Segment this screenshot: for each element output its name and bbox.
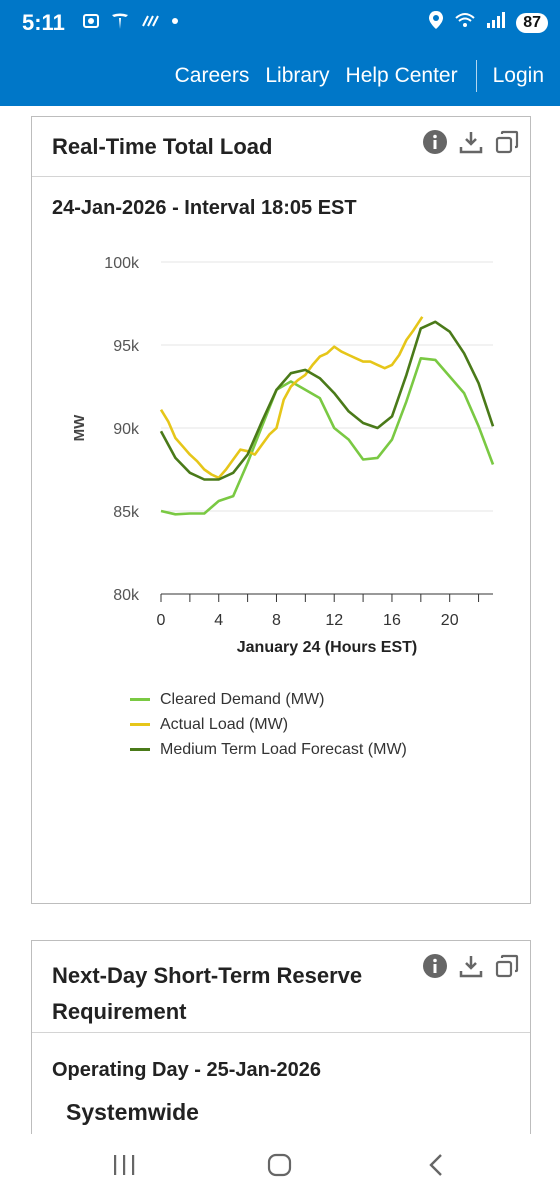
tesla-icon [110, 12, 130, 35]
legend-item-cleared-demand[interactable]: Cleared Demand (MW) [130, 687, 407, 712]
interval-subtitle: 24-Jan-2026 - Interval 18:05 EST [52, 197, 357, 219]
real-time-load-card: Real-Time Total Load 24-Jan-2026 - Inter… [31, 116, 531, 904]
x-axis-title: January 24 (Hours EST) [237, 639, 418, 656]
android-nav-bar [0, 1134, 560, 1200]
x-tick-label: 4 [214, 612, 223, 629]
signal-icon [486, 11, 506, 34]
series-line-1 [160, 357, 495, 516]
series-line-3 [159, 320, 495, 481]
legend-item-forecast[interactable]: Medium Term Load Forecast (MW) [130, 737, 407, 762]
top-navbar: Careers Library Help Center Login [0, 42, 560, 106]
nav-link-library[interactable]: Library [265, 64, 330, 87]
recent-apps-button[interactable] [112, 1152, 136, 1178]
popout-icon[interactable] [494, 953, 520, 979]
legend-swatch [130, 748, 150, 751]
x-tick-label: 0 [157, 612, 166, 629]
card-header: Next-Day Short-Term Reserve Requirement [32, 941, 530, 1033]
legend-label: Cleared Demand (MW) [160, 690, 325, 708]
section-heading: Systemwide [66, 1099, 199, 1125]
y-tick-label: 90k [113, 421, 140, 438]
y-tick-label: 80k [113, 587, 140, 604]
nav-link-help-center[interactable]: Help Center [345, 64, 458, 87]
card-title: Real-Time Total Load [52, 134, 273, 159]
operating-day: Operating Day - 25-Jan-2026 [52, 1059, 321, 1081]
info-icon[interactable] [422, 953, 448, 979]
status-bar: 5:11 87 [0, 0, 560, 42]
y-tick-label: 100k [104, 255, 140, 272]
wifi-icon [454, 11, 476, 34]
notification-icons [82, 12, 180, 35]
download-icon[interactable] [458, 129, 484, 155]
battery-indicator: 87 [516, 12, 548, 33]
card-title-line: Requirement [52, 999, 187, 1024]
legend-item-actual-load[interactable]: Actual Load (MW) [130, 712, 407, 737]
login-link[interactable]: Login [492, 64, 544, 87]
legend-label: Medium Term Load Forecast (MW) [160, 740, 407, 758]
load-chart: 80k 85k 90k 95k 100k 0 4 8 12 16 20 January 24 (Hou… [71, 255, 495, 656]
home-button[interactable] [267, 1152, 293, 1178]
y-tick-label: 85k [113, 504, 140, 521]
info-icon[interactable] [422, 129, 448, 155]
status-time: 5:11 [22, 10, 65, 35]
screenshot-icon [82, 12, 100, 35]
x-tick-label: 12 [325, 612, 343, 629]
y-tick-label: 95k [113, 338, 140, 355]
legend-label: Actual Load (MW) [160, 715, 289, 733]
legend-swatch [130, 698, 150, 701]
x-tick-label: 16 [383, 612, 401, 629]
chart-legend: Cleared Demand (MW) Actual Load (MW) Med… [130, 687, 407, 762]
card-header: Real-Time Total Load [32, 117, 530, 177]
card-title-line: Next-Day Short-Term Reserve [52, 963, 363, 988]
y-axis-title: MW [71, 414, 88, 441]
legend-swatch [130, 723, 150, 726]
tesla-icon [140, 12, 160, 35]
reserve-requirement-card: Next-Day Short-Term Reserve Requirement … [31, 940, 531, 1140]
dot-icon [170, 12, 180, 35]
back-button[interactable] [426, 1152, 446, 1178]
nav-link-careers[interactable]: Careers [174, 64, 250, 87]
location-icon [428, 10, 444, 35]
x-tick-label: 8 [272, 612, 281, 629]
card-title: Next-Day Short-Term Reserve Requirement [52, 958, 362, 1030]
nav-divider [475, 60, 477, 92]
series-line-2 [159, 316, 424, 480]
popout-icon[interactable] [494, 129, 520, 155]
download-icon[interactable] [458, 953, 484, 979]
x-tick-label: 20 [441, 612, 459, 629]
